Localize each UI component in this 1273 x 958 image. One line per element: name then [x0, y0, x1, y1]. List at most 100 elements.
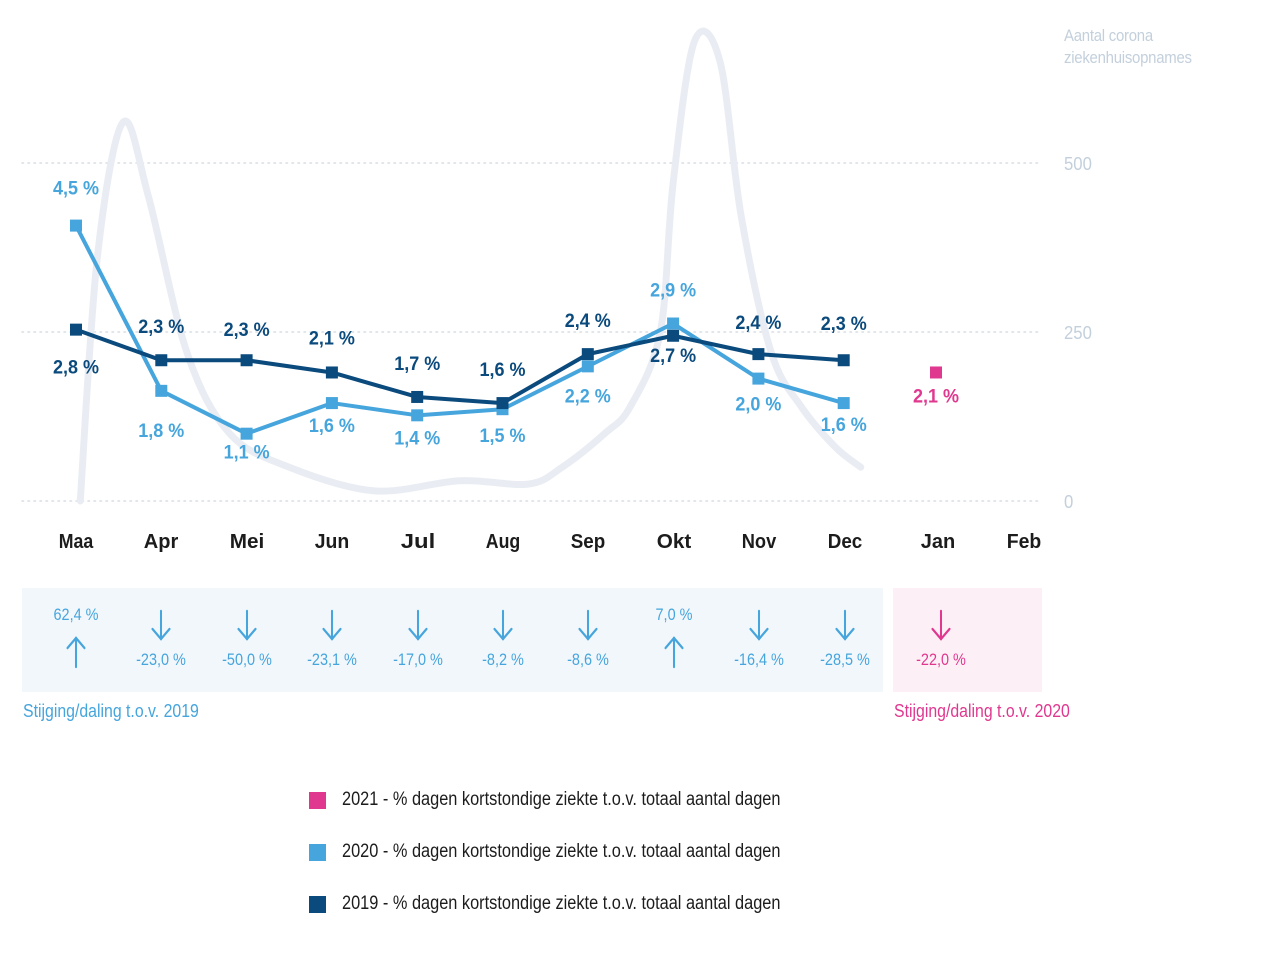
data-label-2019-okt: 2,7 %	[650, 346, 696, 367]
marker-2019-jun	[325, 366, 338, 379]
arrow-down-icon	[552, 608, 623, 644]
marker-2019-nov	[752, 348, 765, 361]
data-label-2019-jul: 1,7 %	[394, 354, 440, 375]
x-tick-feb: Feb	[1007, 531, 1042, 553]
x-tick-aug: Aug	[486, 531, 521, 553]
marker-2020-nov	[752, 372, 765, 385]
marker-2020-dec	[837, 397, 850, 410]
data-label-2019-nov: 2,4 %	[735, 313, 781, 334]
legend: 2021 - % dagen kortstondige ziekte t.o.v…	[309, 787, 852, 943]
right-axis-tick-label: 0	[1064, 492, 1073, 512]
comparison-2019-aug: -8,2 %	[467, 600, 538, 680]
marker-2021-jan	[930, 366, 942, 379]
comparison-2020-panel	[893, 588, 1042, 692]
data-label-2019-apr: 2,3 %	[138, 317, 184, 338]
comparison-2019-apr: -23,0 %	[125, 600, 196, 680]
x-tick-nov: Nov	[742, 531, 777, 553]
comparison-2019-maa: 62,4 %	[40, 600, 111, 680]
data-label-2020-maa: 4,5 %	[53, 179, 99, 200]
data-label-2020-nov: 2,0 %	[735, 395, 781, 416]
data-labels: 4,5 % 1,8 % 1,1 % 1,6 % 1,4 % 1,5 % 2,2 % 2,9 %…	[53, 179, 959, 464]
data-label-2019-dec: 2,3 %	[821, 314, 867, 335]
data-label-2019-sep: 2,4 %	[565, 311, 611, 332]
x-tick-maa: Maa	[59, 531, 94, 553]
marker-2019-apr	[155, 354, 168, 367]
comparison-2019-caption: Stijging/daling t.o.v. 2019	[23, 701, 199, 721]
marker-2019-dec	[837, 354, 850, 367]
series-line-2019	[75, 327, 844, 406]
comparison-value: 62,4 %	[53, 605, 99, 624]
arrow-up-icon	[40, 634, 111, 670]
marker-2020-mei	[240, 427, 253, 440]
arrow-down-icon	[467, 608, 538, 644]
marker-2019-jul	[411, 390, 424, 403]
legend-item-2019: 2019 - % dagen kortstondige ziekte t.o.v…	[309, 891, 852, 917]
arrow-down-icon	[809, 608, 880, 644]
x-axis-ticks: Maa Apr Mei Jun Jul Aug Sep Okt Nov Dec Jan Feb	[59, 531, 1042, 553]
x-tick-jun: Jun	[315, 531, 350, 553]
comparison-value: -23,1 %	[307, 650, 357, 669]
comparison-2019-okt: 7,0 %	[638, 600, 709, 680]
marker-2019-aug	[496, 397, 509, 410]
x-tick-jan: Jan	[921, 531, 956, 553]
data-label-2020-jun: 1,6 %	[309, 416, 355, 437]
comparison-2019-mei: -50,0 %	[211, 600, 282, 680]
gridlines	[21, 162, 1041, 502]
comparison-value: 7,0 %	[655, 605, 693, 624]
arrow-down-icon	[125, 608, 196, 644]
right-axis-tick-label: 250	[1064, 323, 1092, 343]
comparison-value: -23,0 %	[136, 650, 186, 669]
arrow-down-icon	[723, 608, 794, 644]
comparison-2019-jul: -17,0 %	[382, 600, 453, 680]
arrow-down-icon	[382, 608, 453, 644]
comparison-2019-nov: -16,4 %	[723, 600, 794, 680]
data-label-2020-apr: 1,8 %	[138, 421, 184, 442]
x-tick-jul: Jul	[401, 531, 436, 553]
series-lines	[74, 224, 845, 436]
data-label-2019-maa: 2,8 %	[53, 358, 99, 379]
comparison-2019-panel	[22, 588, 883, 692]
data-label-2020-dec: 1,6 %	[821, 415, 867, 436]
comparison-2019-sep: -8,6 %	[552, 600, 623, 680]
arrow-up-icon	[638, 634, 709, 670]
x-tick-okt: Okt	[657, 531, 692, 553]
legend-swatch-2021	[309, 791, 326, 809]
comparison-value: -28,5 %	[820, 650, 870, 669]
comparison-2020-caption: Stijging/daling t.o.v. 2020	[894, 701, 1070, 721]
data-label-2020-sep: 2,2 %	[565, 386, 611, 407]
data-label-2021-jan: 2,1 %	[913, 386, 959, 407]
legend-label: 2021 - % dagen kortstondige ziekte t.o.v…	[342, 789, 781, 810]
comparison-value: -8,2 %	[482, 650, 524, 669]
comparison-value: -22,0 %	[916, 650, 966, 669]
legend-label: 2019 - % dagen kortstondige ziekte t.o.v…	[342, 893, 781, 914]
arrow-down-icon	[905, 608, 976, 644]
marker-2019-mei	[240, 354, 253, 367]
arrow-down-icon	[211, 608, 282, 644]
comparison-2019-jun: -23,1 %	[296, 600, 367, 680]
series-markers	[70, 219, 942, 440]
marker-2019-sep	[581, 348, 594, 361]
marker-2020-jun	[325, 397, 338, 410]
hospital-admissions-line	[76, 27, 865, 505]
data-label-2020-jul: 1,4 %	[394, 428, 440, 449]
arrow-down-icon	[296, 608, 367, 644]
marker-2020-maa	[70, 219, 82, 232]
legend-swatch-2020	[309, 843, 326, 861]
comparison-2019-dec: -28,5 %	[809, 600, 880, 680]
legend-label: 2020 - % dagen kortstondige ziekte t.o.v…	[342, 841, 781, 862]
comparison-value: -8,6 %	[567, 650, 609, 669]
hospital-admissions-series	[76, 27, 865, 505]
right-axis-ticks: 0 250 500	[1064, 154, 1092, 512]
data-label-2020-mei: 1,1 %	[224, 443, 270, 464]
legend-item-2021: 2021 - % dagen kortstondige ziekte t.o.v…	[309, 787, 852, 813]
x-tick-mei: Mei	[230, 531, 265, 553]
legend-item-2020: 2020 - % dagen kortstondige ziekte t.o.v…	[309, 839, 852, 865]
data-label-2019-jun: 2,1 %	[309, 328, 355, 349]
comparison-2020-jan: -22,0 %	[905, 600, 976, 680]
comparison-value: -16,4 %	[734, 650, 784, 669]
marker-2020-sep	[581, 360, 594, 373]
legend-swatch-2019	[309, 895, 326, 913]
x-tick-sep: Sep	[571, 531, 606, 553]
data-label-2020-aug: 1,5 %	[480, 426, 526, 447]
